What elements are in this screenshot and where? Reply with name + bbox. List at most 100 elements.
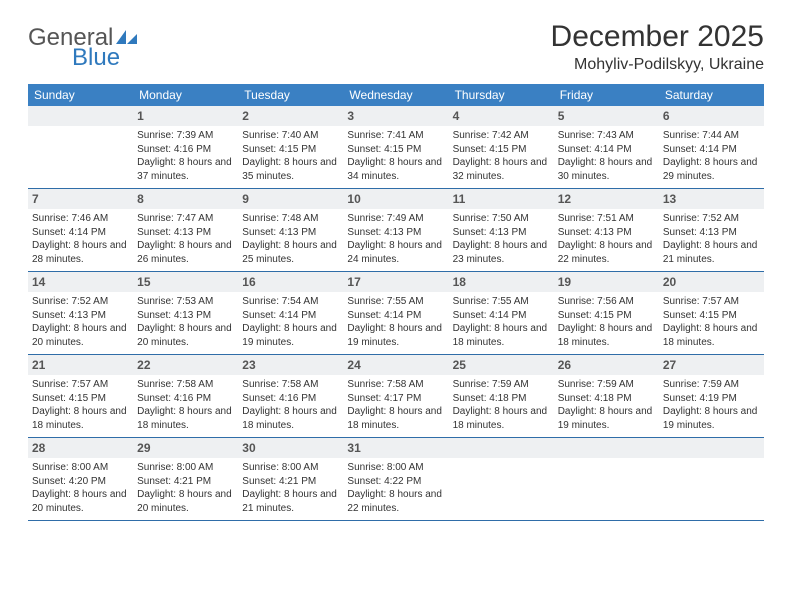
daylight-text: Daylight: 8 hours and 30 minutes.	[558, 156, 655, 183]
daylight-text: Daylight: 8 hours and 19 minutes.	[347, 322, 444, 349]
day-cell: 27Sunrise: 7:59 AMSunset: 4:19 PMDayligh…	[659, 355, 764, 437]
sunset-text: Sunset: 4:16 PM	[242, 392, 339, 406]
sunrise-text: Sunrise: 8:00 AM	[347, 461, 444, 475]
day-number: 21	[28, 355, 133, 375]
daylight-text: Daylight: 8 hours and 24 minutes.	[347, 239, 444, 266]
daylight-text: Daylight: 8 hours and 32 minutes.	[453, 156, 550, 183]
week-row: 21Sunrise: 7:57 AMSunset: 4:15 PMDayligh…	[28, 355, 764, 438]
sunrise-text: Sunrise: 7:57 AM	[32, 378, 129, 392]
sunset-text: Sunset: 4:15 PM	[663, 309, 760, 323]
day-cell: 16Sunrise: 7:54 AMSunset: 4:14 PMDayligh…	[238, 272, 343, 354]
sunrise-text: Sunrise: 7:59 AM	[663, 378, 760, 392]
day-cell: 24Sunrise: 7:58 AMSunset: 4:17 PMDayligh…	[343, 355, 448, 437]
daylight-text: Daylight: 8 hours and 22 minutes.	[558, 239, 655, 266]
month-title: December 2025	[551, 20, 764, 54]
sunset-text: Sunset: 4:15 PM	[242, 143, 339, 157]
day-cell: 26Sunrise: 7:59 AMSunset: 4:18 PMDayligh…	[554, 355, 659, 437]
day-number: 14	[28, 272, 133, 292]
sunrise-text: Sunrise: 7:55 AM	[453, 295, 550, 309]
calendar-page: GeneralBlue December 2025 Mohyliv-Podils…	[0, 0, 792, 541]
day-cell: 4Sunrise: 7:42 AMSunset: 4:15 PMDaylight…	[449, 106, 554, 188]
sunset-text: Sunset: 4:15 PM	[558, 309, 655, 323]
sunrise-text: Sunrise: 7:47 AM	[137, 212, 234, 226]
sunset-text: Sunset: 4:13 PM	[558, 226, 655, 240]
sunset-text: Sunset: 4:18 PM	[558, 392, 655, 406]
weekday-header-row: Sunday Monday Tuesday Wednesday Thursday…	[28, 84, 764, 106]
sunset-text: Sunset: 4:14 PM	[558, 143, 655, 157]
daylight-text: Daylight: 8 hours and 18 minutes.	[663, 322, 760, 349]
sunrise-text: Sunrise: 7:46 AM	[32, 212, 129, 226]
day-cell	[554, 438, 659, 520]
day-cell: 2Sunrise: 7:40 AMSunset: 4:15 PMDaylight…	[238, 106, 343, 188]
daylight-text: Daylight: 8 hours and 37 minutes.	[137, 156, 234, 183]
sunrise-text: Sunrise: 7:58 AM	[347, 378, 444, 392]
week-row: 14Sunrise: 7:52 AMSunset: 4:13 PMDayligh…	[28, 272, 764, 355]
day-cell: 1Sunrise: 7:39 AMSunset: 4:16 PMDaylight…	[133, 106, 238, 188]
daylight-text: Daylight: 8 hours and 21 minutes.	[663, 239, 760, 266]
day-number: 11	[449, 189, 554, 209]
day-number: 23	[238, 355, 343, 375]
sunset-text: Sunset: 4:17 PM	[347, 392, 444, 406]
day-cell: 22Sunrise: 7:58 AMSunset: 4:16 PMDayligh…	[133, 355, 238, 437]
day-cell: 15Sunrise: 7:53 AMSunset: 4:13 PMDayligh…	[133, 272, 238, 354]
daylight-text: Daylight: 8 hours and 18 minutes.	[347, 405, 444, 432]
day-number: 27	[659, 355, 764, 375]
title-block: December 2025 Mohyliv-Podilskyy, Ukraine	[551, 20, 764, 74]
daylight-text: Daylight: 8 hours and 18 minutes.	[453, 405, 550, 432]
daylight-text: Daylight: 8 hours and 18 minutes.	[558, 322, 655, 349]
sunrise-text: Sunrise: 7:57 AM	[663, 295, 760, 309]
sunset-text: Sunset: 4:13 PM	[137, 309, 234, 323]
day-cell: 7Sunrise: 7:46 AMSunset: 4:14 PMDaylight…	[28, 189, 133, 271]
weeks-container: 1Sunrise: 7:39 AMSunset: 4:16 PMDaylight…	[28, 106, 764, 521]
day-number: 5	[554, 106, 659, 126]
day-number: 10	[343, 189, 448, 209]
weekday-header: Sunday	[28, 84, 133, 106]
day-number: 29	[133, 438, 238, 458]
day-number: 3	[343, 106, 448, 126]
day-cell: 25Sunrise: 7:59 AMSunset: 4:18 PMDayligh…	[449, 355, 554, 437]
day-cell: 5 Sunrise: 7:43 AMSunset: 4:14 PMDaylight…	[554, 106, 659, 188]
day-number: 22	[133, 355, 238, 375]
day-number	[449, 438, 554, 458]
day-number: 2	[238, 106, 343, 126]
daylight-text: Daylight: 8 hours and 18 minutes.	[453, 322, 550, 349]
day-number	[659, 438, 764, 458]
sunset-text: Sunset: 4:22 PM	[347, 475, 444, 489]
sunset-text: Sunset: 4:13 PM	[137, 226, 234, 240]
day-cell: 13Sunrise: 7:52 AMSunset: 4:13 PMDayligh…	[659, 189, 764, 271]
daylight-text: Daylight: 8 hours and 20 minutes.	[32, 322, 129, 349]
day-cell: 21Sunrise: 7:57 AMSunset: 4:15 PMDayligh…	[28, 355, 133, 437]
calendar: Sunday Monday Tuesday Wednesday Thursday…	[28, 84, 764, 521]
sunset-text: Sunset: 4:21 PM	[242, 475, 339, 489]
sunrise-text: Sunrise: 7:54 AM	[242, 295, 339, 309]
day-cell	[28, 106, 133, 188]
day-number: 25	[449, 355, 554, 375]
weekday-header: Saturday	[659, 84, 764, 106]
daylight-text: Daylight: 8 hours and 19 minutes.	[558, 405, 655, 432]
daylight-text: Daylight: 8 hours and 23 minutes.	[453, 239, 550, 266]
sunrise-text: Sunrise: 7:43 AM	[558, 129, 655, 143]
day-cell: 29Sunrise: 8:00 AMSunset: 4:21 PMDayligh…	[133, 438, 238, 520]
daylight-text: Daylight: 8 hours and 35 minutes.	[242, 156, 339, 183]
daylight-text: Daylight: 8 hours and 19 minutes.	[663, 405, 760, 432]
sunrise-text: Sunrise: 7:59 AM	[453, 378, 550, 392]
day-number: 6	[659, 106, 764, 126]
day-number: 8	[133, 189, 238, 209]
day-number: 16	[238, 272, 343, 292]
day-number: 18	[449, 272, 554, 292]
day-cell: 8 Sunrise: 7:47 AMSunset: 4:13 PMDaylight…	[133, 189, 238, 271]
sunrise-text: Sunrise: 8:00 AM	[32, 461, 129, 475]
daylight-text: Daylight: 8 hours and 26 minutes.	[137, 239, 234, 266]
daylight-text: Daylight: 8 hours and 20 minutes.	[32, 488, 129, 515]
sunset-text: Sunset: 4:13 PM	[32, 309, 129, 323]
sunrise-text: Sunrise: 7:48 AM	[242, 212, 339, 226]
sunrise-text: Sunrise: 7:49 AM	[347, 212, 444, 226]
sunrise-text: Sunrise: 7:55 AM	[347, 295, 444, 309]
day-number: 1	[133, 106, 238, 126]
day-cell: 10Sunrise: 7:49 AMSunset: 4:13 PMDayligh…	[343, 189, 448, 271]
day-cell: 30Sunrise: 8:00 AMSunset: 4:21 PMDayligh…	[238, 438, 343, 520]
sunrise-text: Sunrise: 7:52 AM	[32, 295, 129, 309]
day-cell: 18Sunrise: 7:55 AMSunset: 4:14 PMDayligh…	[449, 272, 554, 354]
sunset-text: Sunset: 4:15 PM	[453, 143, 550, 157]
header: GeneralBlue December 2025 Mohyliv-Podils…	[28, 20, 764, 74]
